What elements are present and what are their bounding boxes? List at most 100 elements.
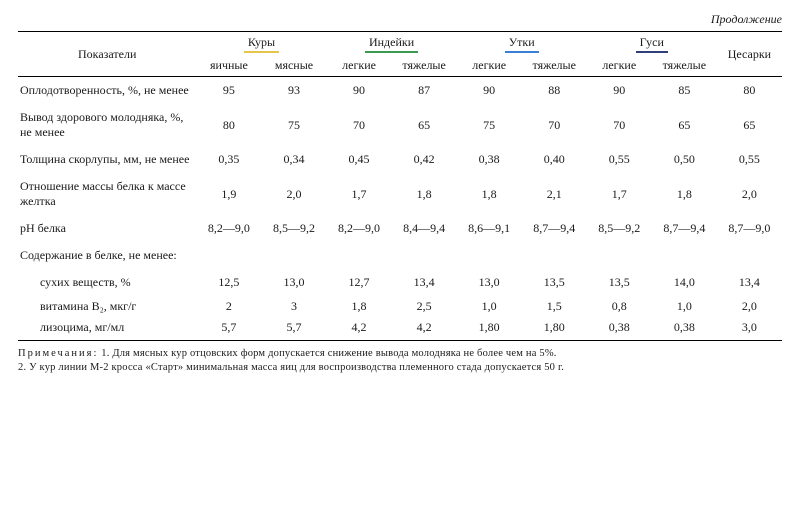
cell: 65 [652, 104, 717, 146]
cell: 70 [587, 104, 652, 146]
cell [652, 242, 717, 269]
cell [587, 242, 652, 269]
col-group-0: Куры [196, 32, 326, 56]
col-group-2: Утки [457, 32, 587, 56]
cell: 12,7 [327, 269, 392, 296]
cell: 1,8 [457, 173, 522, 215]
cell [327, 242, 392, 269]
cell: 88 [522, 77, 587, 105]
cell: 8,7—9,0 [717, 215, 782, 242]
cell: 5,7 [196, 317, 261, 338]
col-last: Цесарки [717, 32, 782, 77]
cell: 1,5 [522, 296, 587, 317]
cell: 13,4 [717, 269, 782, 296]
note-1: 1. Для мясных кур отцовских форм допуска… [101, 348, 556, 359]
table-row: pH белка8,2—9,08,5—9,28,2—9,08,4—9,48,6—… [18, 215, 782, 242]
cell: 4,2 [327, 317, 392, 338]
cell: 13,0 [261, 269, 326, 296]
cell: 2,1 [522, 173, 587, 215]
cell: 3,0 [717, 317, 782, 338]
cell: 85 [652, 77, 717, 105]
cell: 75 [457, 104, 522, 146]
sub-1-1: тяжелые [392, 55, 457, 77]
cell: 90 [327, 77, 392, 105]
cell: 0,55 [717, 146, 782, 173]
cell: 8,4—9,4 [392, 215, 457, 242]
sub-2-0: легкие [457, 55, 522, 77]
row-label: pH белка [18, 215, 196, 242]
cell [196, 242, 261, 269]
sub-0-1: мясные [261, 55, 326, 77]
cell: 8,7—9,4 [522, 215, 587, 242]
table-row: Оплодотворенность, %, не менее9593908790… [18, 77, 782, 105]
sub-3-1: тяжелые [652, 55, 717, 77]
cell: 8,6—9,1 [457, 215, 522, 242]
cell: 1,7 [327, 173, 392, 215]
cell: 90 [587, 77, 652, 105]
row-label: лизоцима, мг/мл [18, 317, 196, 338]
cell: 8,2—9,0 [327, 215, 392, 242]
cell: 8,2—9,0 [196, 215, 261, 242]
cell [717, 242, 782, 269]
cell: 13,5 [587, 269, 652, 296]
cell: 1,9 [196, 173, 261, 215]
cell: 70 [522, 104, 587, 146]
cell: 0,42 [392, 146, 457, 173]
table-row: лизоцима, мг/мл5,75,74,24,21,801,800,380… [18, 317, 782, 338]
cell: 5,7 [261, 317, 326, 338]
cell: 0,50 [652, 146, 717, 173]
cell: 2,0 [717, 173, 782, 215]
table-row: Отношение массы белка к массе желтка1,92… [18, 173, 782, 215]
cell: 90 [457, 77, 522, 105]
cell: 70 [327, 104, 392, 146]
cell: 1,7 [587, 173, 652, 215]
cell: 2,0 [261, 173, 326, 215]
cell: 0,38 [457, 146, 522, 173]
cell: 8,5—9,2 [587, 215, 652, 242]
cell [261, 242, 326, 269]
table-row: сухих веществ, %12,513,012,713,413,013,5… [18, 269, 782, 296]
cell: 87 [392, 77, 457, 105]
cell: 1,0 [652, 296, 717, 317]
row-label: Толщина скорлупы, мм, не менее [18, 146, 196, 173]
row-label: витамина B₂, мкг/г [18, 296, 196, 317]
cell: 2,5 [392, 296, 457, 317]
sub-2-1: тяжелые [522, 55, 587, 77]
sub-0-0: яичные [196, 55, 261, 77]
notes-lead: Примечания: [18, 348, 98, 359]
cell: 2 [196, 296, 261, 317]
table-row: Содержание в белке, не ме­нее: [18, 242, 782, 269]
row-label: Оплодотворенность, %, не менее [18, 77, 196, 105]
cell: 1,8 [327, 296, 392, 317]
cell: 14,0 [652, 269, 717, 296]
cell: 0,38 [652, 317, 717, 338]
cell: 65 [717, 104, 782, 146]
cell: 1,80 [522, 317, 587, 338]
cell: 0,8 [587, 296, 652, 317]
cell: 1,8 [392, 173, 457, 215]
cell: 13,5 [522, 269, 587, 296]
cell: 80 [717, 77, 782, 105]
table-row: Вывод здорового молодня­ка, %, не менее8… [18, 104, 782, 146]
cell: 0,55 [587, 146, 652, 173]
cell: 1,0 [457, 296, 522, 317]
sub-1-0: легкие [327, 55, 392, 77]
continuation-label: Продолжение [18, 12, 782, 27]
col-group-1: Индейки [327, 32, 457, 56]
row-label: Вывод здорового молодня­ка, %, не менее [18, 104, 196, 146]
cell: 13,0 [457, 269, 522, 296]
row-label: Отношение массы белка к массе желтка [18, 173, 196, 215]
cell: 4,2 [392, 317, 457, 338]
cell: 0,35 [196, 146, 261, 173]
footnotes: Примечания: 1. Для мясных кур отцовских … [18, 347, 782, 375]
row-label: сухих веществ, % [18, 269, 196, 296]
cell: 75 [261, 104, 326, 146]
cell: 0,34 [261, 146, 326, 173]
cell: 80 [196, 104, 261, 146]
table-row: Толщина скорлупы, мм, не менее0,350,34 0,… [18, 146, 782, 173]
cell: 1,80 [457, 317, 522, 338]
note-2: 2. У кур линии М-2 кросса «Старт» минима… [18, 362, 564, 373]
cell: 0,40 [522, 146, 587, 173]
cell: 1,8 [652, 173, 717, 215]
col-group-3: Гуси [587, 32, 717, 56]
